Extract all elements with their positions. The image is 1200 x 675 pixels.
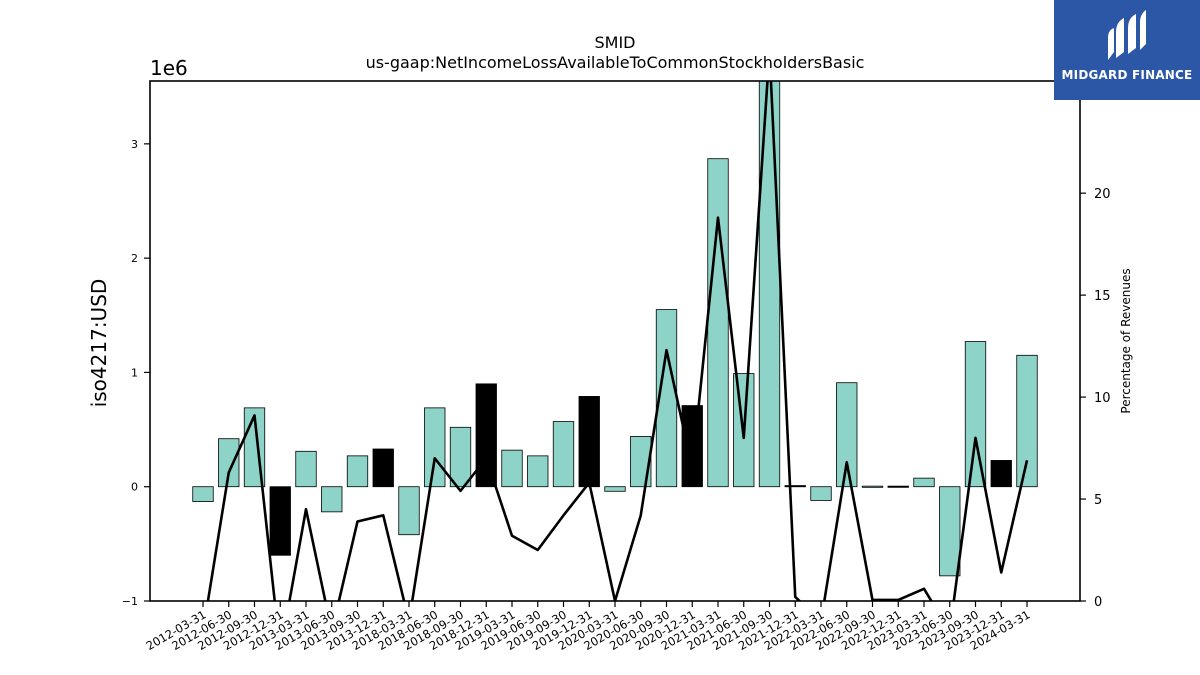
bar: [861, 485, 884, 488]
bar: [321, 486, 343, 513]
bar: [346, 455, 369, 488]
bar: [810, 486, 832, 501]
y-tick-label: 2: [131, 252, 138, 265]
bar: [527, 455, 549, 488]
bar: [192, 486, 214, 502]
midgard-logo-icon: [1108, 10, 1146, 60]
bar: [758, 81, 781, 488]
bar: [295, 450, 317, 488]
bar: [836, 382, 858, 488]
y2-tick-label: 0: [1094, 595, 1102, 610]
y-tick-label: 3: [131, 138, 138, 151]
bar: [398, 486, 420, 536]
bar: [372, 448, 394, 488]
y-tick-label: −1: [122, 595, 138, 608]
y2-axis-label: Percentage of Revenues: [1119, 268, 1133, 413]
y2-tick-label: 20: [1094, 187, 1111, 202]
bar: [449, 426, 472, 488]
bar: [501, 449, 523, 488]
bar: [604, 486, 626, 492]
y-axis-label: iso4217:USD: [87, 279, 111, 408]
y2-tick-label: 5: [1094, 493, 1102, 508]
y2-tick-label: 10: [1094, 391, 1111, 406]
bar: [578, 396, 600, 488]
bar: [887, 485, 909, 488]
y-tick-label: 1: [131, 366, 138, 379]
bar: [475, 383, 497, 488]
brand-name: MIDGARD FINANCE: [1061, 68, 1193, 82]
chart-subtitle: us-gaap:NetIncomeLossAvailableToCommonSt…: [366, 53, 865, 72]
bar: [964, 341, 987, 488]
bar: [681, 405, 703, 488]
bar: [990, 460, 1012, 488]
y-tick-label: 0: [131, 481, 138, 494]
y-multiplier-label: 1e6: [150, 56, 188, 80]
bar: [552, 421, 575, 488]
bar: [269, 486, 291, 556]
bar: [939, 486, 961, 577]
line-series: [206, 81, 1029, 601]
bar: [913, 477, 935, 488]
bar: [1016, 354, 1038, 488]
bar-series: [192, 81, 1038, 577]
bar: [707, 158, 729, 488]
y2-tick-label: 15: [1094, 289, 1111, 304]
bar: [424, 407, 446, 488]
percentage-of-revenues-line: [206, 81, 1029, 601]
chart-title: SMID: [595, 33, 636, 52]
bar: [784, 485, 806, 488]
bar: [218, 438, 240, 488]
brand-logo: MIDGARD FINANCE: [1054, 0, 1200, 100]
